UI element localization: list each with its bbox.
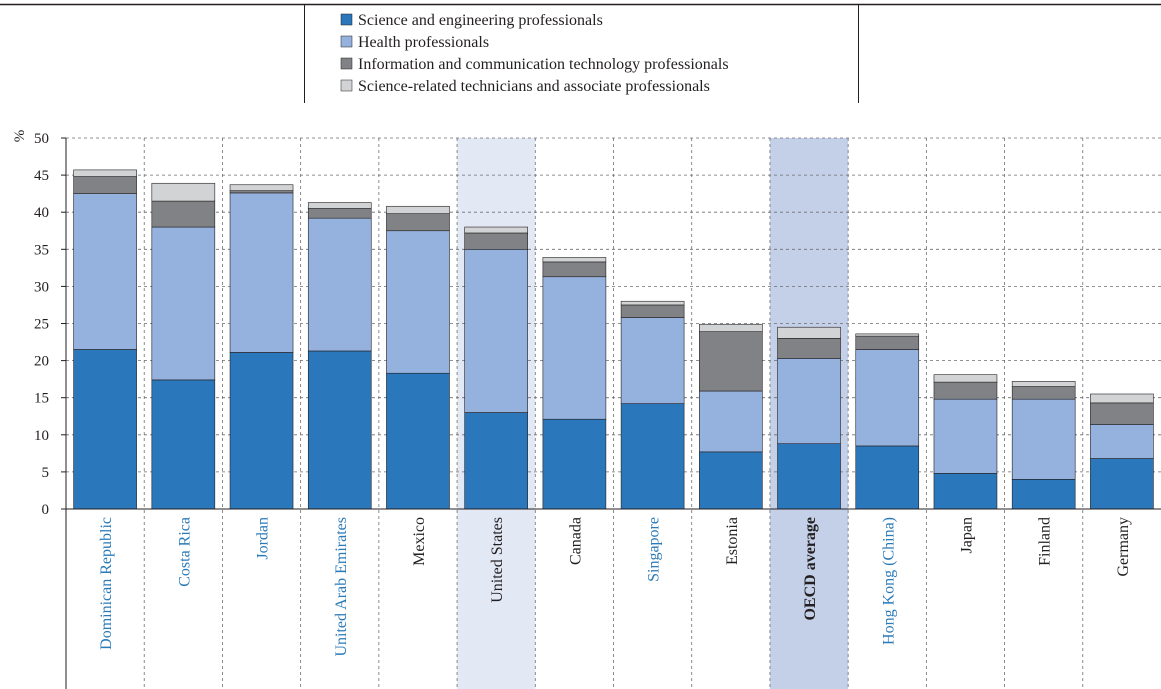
- bar-segment: [464, 226, 528, 234]
- bar-segment: [229, 352, 294, 510]
- bar-segment: [777, 358, 841, 445]
- bar-segment: [464, 249, 528, 413]
- bar-segment: [699, 331, 763, 392]
- bar-segment: [307, 350, 372, 510]
- bar-segment: [620, 317, 685, 404]
- bar-segment: [620, 403, 685, 510]
- bar-segment: [386, 205, 450, 214]
- x-tick-label: Singapore: [646, 517, 663, 582]
- bar-segment: [699, 390, 763, 453]
- legend-label: Information and communication technology…: [358, 56, 729, 73]
- bar-segment: [1090, 393, 1154, 404]
- bar-segment: [1011, 386, 1076, 400]
- bar-segment: [855, 445, 920, 510]
- bar-segment: [73, 176, 137, 194]
- bar-segment: [1011, 479, 1076, 510]
- bar-segment: [1090, 458, 1154, 510]
- y-tick-label: 20: [34, 354, 49, 370]
- x-tick-label: Mexico: [411, 517, 428, 566]
- x-tick-label: Canada: [567, 517, 584, 565]
- bar-segment: [620, 304, 685, 318]
- x-category-labels: Dominican Republic Costa Rica Jordan United…: [98, 517, 1132, 657]
- y-tick-label: 45: [34, 168, 49, 184]
- bar-segment: [307, 217, 372, 352]
- x-tick-label: OECD average: [802, 517, 819, 621]
- y-tick-label: 35: [34, 242, 49, 258]
- y-tick-label: 15: [34, 391, 49, 407]
- legend-swatch: [340, 79, 353, 92]
- bar-segment: [386, 372, 450, 510]
- bar-segment: [464, 412, 528, 510]
- bar-segment: [855, 349, 920, 447]
- y-axis-label: %: [12, 130, 28, 143]
- bar-segment: [151, 182, 216, 202]
- y-tick-label: 40: [34, 205, 49, 221]
- legend-label: Science and engineering professionals: [358, 12, 603, 29]
- y-tick-label: 10: [34, 428, 49, 444]
- axes: [61, 137, 1161, 689]
- x-tick-label: Germany: [1115, 517, 1132, 577]
- bar-segment: [777, 326, 841, 339]
- y-tick-label: 25: [34, 317, 49, 333]
- legend-label: Health professionals: [358, 34, 489, 51]
- legend-label: Science-related technicians and associat…: [358, 78, 710, 95]
- bar-segment: [307, 202, 372, 209]
- bar-segment: [1090, 402, 1154, 425]
- bar-segment: [542, 276, 607, 420]
- legend: Science and engineering professionals Hea…: [340, 12, 729, 95]
- bar-segment: [73, 169, 137, 177]
- bar-segment: [933, 374, 998, 383]
- bar-segment: [933, 381, 998, 400]
- x-tick-label: Jordan: [255, 517, 272, 560]
- x-tick-label: Dominican Republic: [98, 517, 115, 650]
- bar-segment: [699, 323, 763, 332]
- x-tick-label: Finland: [1037, 517, 1054, 566]
- legend-swatch: [340, 13, 353, 26]
- bar-segment: [542, 257, 607, 263]
- bar-segment: [386, 213, 450, 232]
- bar-segment: [151, 200, 216, 228]
- bar-segment: [933, 473, 998, 510]
- x-tick-label: United States: [489, 517, 506, 603]
- y-tick-label: 30: [34, 279, 49, 295]
- y-tick-label: 5: [42, 465, 50, 481]
- bar-segment: [855, 335, 920, 350]
- bar-segment: [73, 193, 137, 350]
- bar-segment: [777, 443, 841, 510]
- bar-segment: [386, 230, 450, 374]
- bar-segment: [542, 261, 607, 278]
- bars: [73, 169, 1154, 510]
- bar-segment: [777, 338, 841, 359]
- x-tick-label: United Arab Emirates: [333, 517, 350, 657]
- bar-segment: [699, 451, 763, 510]
- y-tick-label: 50: [34, 131, 49, 147]
- bar-segment: [855, 333, 920, 337]
- bar-segment: [464, 232, 528, 250]
- bar-segment: [542, 418, 607, 510]
- bar-segment: [229, 184, 294, 191]
- bar-segment: [1090, 424, 1154, 459]
- y-tick-labels: 0 5 10 15 20 25 30 35 40 45 50: [34, 131, 49, 518]
- bar-segment: [620, 300, 685, 306]
- bar-segment: [229, 190, 294, 194]
- bar-segment: [1011, 398, 1076, 480]
- legend-swatch: [340, 35, 353, 48]
- x-tick-label: Costa Rica: [176, 517, 193, 587]
- x-tick-label: Japan: [958, 517, 975, 553]
- x-tick-label: Estonia: [724, 517, 741, 565]
- bar-segment: [73, 349, 137, 510]
- bar-segment: [1011, 381, 1076, 387]
- bar-segment: [151, 226, 216, 381]
- bar-segment: [229, 192, 294, 353]
- x-tick-label: Hong Kong (China): [880, 517, 897, 645]
- y-tick-label: 0: [42, 502, 50, 518]
- bar-segment: [307, 208, 372, 219]
- legend-swatch: [340, 57, 353, 70]
- bar-segment: [933, 398, 998, 474]
- bar-segment: [151, 379, 216, 510]
